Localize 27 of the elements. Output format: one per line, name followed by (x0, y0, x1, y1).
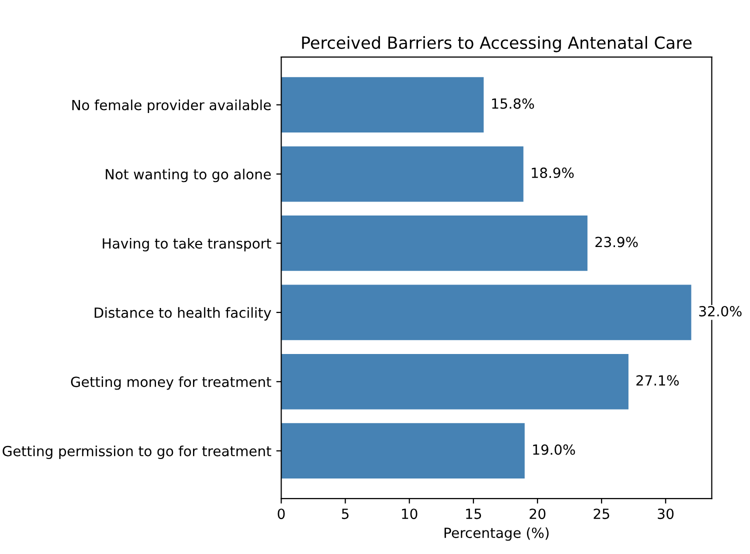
chart-title: Perceived Barriers to Accessing Antenatal Care (302, 36, 692, 52)
data-label: 32.0% (699, 306, 742, 316)
data-label: 27.1% (636, 375, 679, 386)
data-label: 19.0% (533, 444, 575, 455)
bar (281, 284, 692, 340)
y-tick-label: Distance to health facility (94, 307, 272, 321)
y-tick-label: Getting money for treatment (71, 376, 272, 390)
x-tick-label: 10 (402, 508, 418, 520)
data-label: 23.9% (595, 236, 638, 248)
bar (281, 354, 628, 410)
y-tick-label: No female provider available (72, 100, 271, 113)
x-tick-label: 5 (342, 508, 349, 520)
x-tick-label: 30 (658, 508, 674, 520)
data-label: 15.8% (492, 98, 534, 109)
x-tick-label: 15 (466, 508, 482, 520)
x-axis-title: Percentage (%) (444, 527, 549, 541)
y-tick-label: Getting permission to go for treatment (2, 446, 272, 460)
data-label: 18.9% (532, 168, 574, 178)
bar (281, 146, 524, 202)
bar (281, 423, 525, 479)
x-tick-label: 25 (594, 508, 610, 520)
bar (281, 216, 588, 271)
bar (281, 77, 484, 132)
x-tick-label: 20 (530, 508, 546, 520)
y-tick-label: Having to take transport (102, 238, 272, 252)
y-tick-label: Not wanting to go alone (106, 168, 271, 182)
x-tick-label: 0 (278, 508, 285, 520)
